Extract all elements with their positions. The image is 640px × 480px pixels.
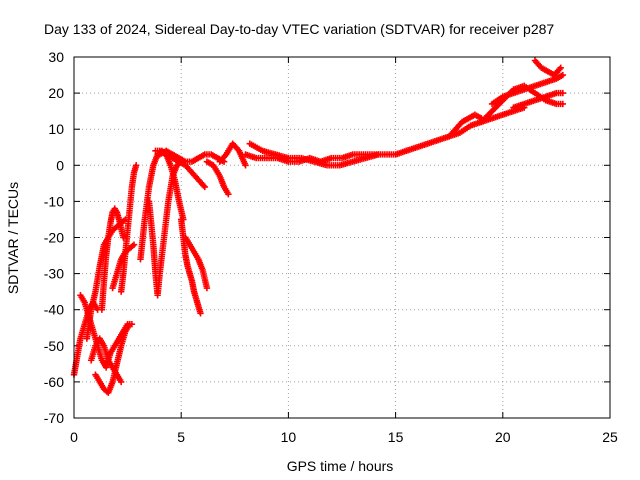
series-arc-19 (403, 104, 528, 155)
series-arc-20 (446, 111, 485, 140)
y-tick-label: 30 (48, 49, 64, 65)
data-markers (70, 57, 567, 396)
y-axis-label: SDTVAR / TECUs (5, 182, 21, 294)
data-point (242, 162, 249, 169)
series-arc-8 (117, 162, 140, 295)
x-axis-label: GPS time / hours (287, 458, 394, 474)
x-tick-label: 15 (388, 429, 404, 445)
data-point (117, 378, 125, 386)
x-tick-labels: 0 5 10 15 20 25 (70, 429, 618, 445)
plot-frame (73, 56, 611, 419)
y-tick-label: -70 (44, 410, 64, 426)
series-arc-5 (92, 320, 133, 396)
y-tick-labels: -70 -60 -50 -40 -30 -20 -10 0 10 20 30 (44, 49, 64, 426)
series-arc-22 (488, 71, 567, 108)
data-point (225, 190, 232, 198)
series-arc-6 (98, 205, 127, 313)
y-tick-label: 20 (48, 85, 64, 101)
chart-title: Day 133 of 2024, Sidereal Day-to-day VTE… (44, 21, 554, 37)
y-tick-label: -30 (44, 266, 64, 282)
y-tick-label: 10 (48, 121, 64, 137)
data-point (557, 64, 564, 72)
y-tick-label: -10 (44, 193, 64, 209)
series-arc-14 (182, 234, 211, 292)
y-tick-label: -20 (44, 230, 64, 246)
data-point (559, 100, 567, 108)
x-tick-label: 0 (70, 429, 78, 445)
data-point (559, 71, 567, 79)
series-arc-15 (203, 158, 232, 198)
data-point (201, 183, 208, 191)
data-point (126, 320, 133, 328)
data-point (130, 241, 138, 248)
y-tick-label: -40 (44, 302, 64, 318)
x-tick-label: 20 (495, 429, 511, 445)
y-tick-label: -50 (44, 338, 64, 354)
data-point (203, 284, 211, 292)
data-point (197, 310, 204, 317)
series-arc-24 (531, 57, 564, 79)
series-arc-10 (145, 158, 185, 299)
series-arc-16 (216, 140, 249, 169)
x-tick-label: 25 (602, 429, 618, 445)
series-arc-23 (510, 89, 567, 111)
y-tick-label: -60 (44, 374, 64, 390)
data-point (132, 162, 140, 169)
series-arc-13 (178, 216, 204, 317)
x-tick-label: 5 (177, 429, 185, 445)
data-point (375, 151, 382, 158)
x-tick-label: 10 (281, 429, 297, 445)
series-arc-18 (246, 140, 382, 169)
data-point (559, 89, 567, 97)
y-tick-label: 0 (56, 157, 64, 173)
